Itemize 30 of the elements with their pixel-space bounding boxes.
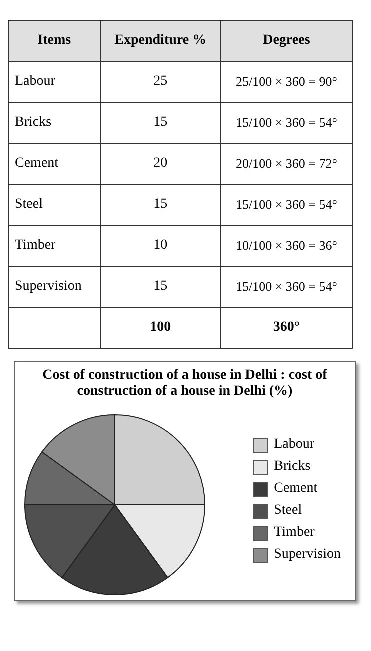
text: 20/100 × 360 = 72°	[220, 144, 352, 184]
legend-label: Steel	[274, 502, 302, 520]
text: 15	[100, 184, 221, 226]
text: Supervision	[8, 266, 100, 308]
text: 25	[100, 62, 221, 102]
text: 15/100 × 360 = 54°	[220, 266, 352, 308]
text: 15/100 × 360 = 54°	[220, 184, 352, 226]
legend-label: Cement	[274, 480, 318, 498]
text: Timber	[8, 226, 100, 266]
text: Degrees	[220, 20, 352, 62]
legend-label: Supervision	[274, 546, 341, 564]
text: Cement	[8, 144, 100, 184]
text: 15	[100, 266, 221, 308]
text: 15	[100, 102, 221, 144]
text: 15/100 × 360 = 54°	[220, 102, 352, 144]
text: 20	[100, 144, 221, 184]
legend-label: Labour	[274, 436, 315, 454]
text: 10	[100, 226, 221, 266]
text: 100	[100, 308, 221, 348]
chart-title: Cost of construction of a house in Delhi : cost of construction of a house in Delhi (%)	[42, 367, 328, 400]
legend-label: Timber	[274, 524, 315, 542]
text: Bricks	[8, 102, 100, 144]
text: Steel	[8, 184, 100, 226]
text: Labour	[8, 62, 100, 102]
text: 360°	[220, 308, 352, 348]
text: Items	[8, 20, 100, 62]
text: 10/100 × 360 = 36°	[220, 226, 352, 266]
legend-label: Bricks	[274, 458, 311, 476]
text: Expenditure %	[100, 20, 221, 62]
text: 25/100 × 360 = 90°	[220, 62, 352, 102]
